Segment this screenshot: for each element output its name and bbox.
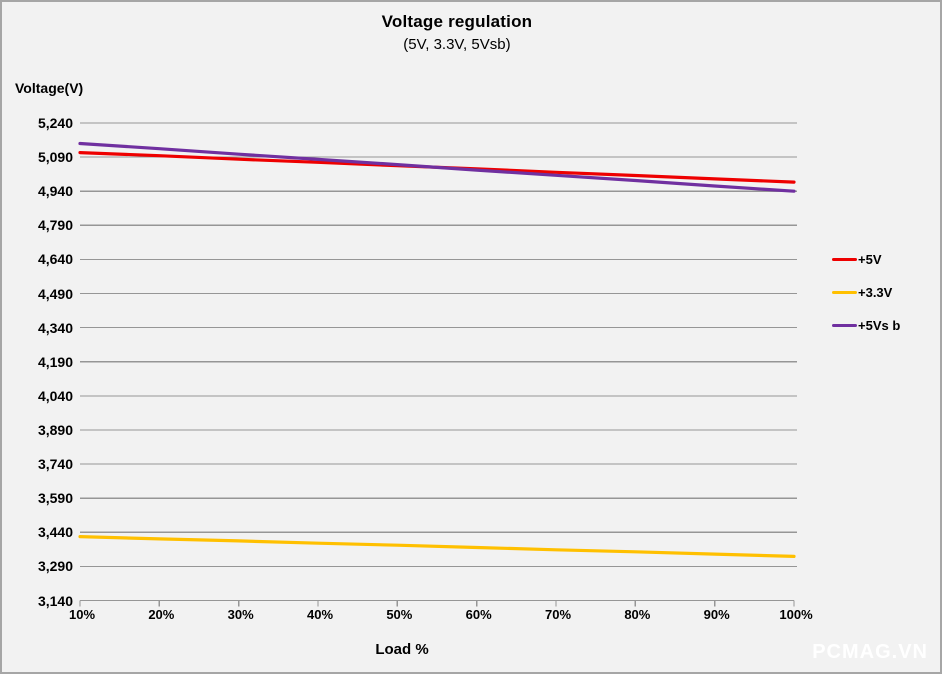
x-tick-label: 60% <box>465 607 492 622</box>
series-line-+3.3V <box>78 534 796 559</box>
legend-swatch-icon <box>832 291 857 294</box>
y-axis-title: Voltage(V) <box>15 80 84 96</box>
x-tick-label: 90% <box>703 607 730 622</box>
y-tick-label: 4,940 <box>37 183 73 200</box>
y-tick-label: 4,490 <box>37 285 73 302</box>
series-line-+5Vsb <box>78 141 796 193</box>
y-tick-label: 4,190 <box>37 353 73 370</box>
y-tick-label: 4,340 <box>37 319 73 336</box>
legend-item: +3.3V <box>832 276 900 309</box>
y-tick-label: 4,040 <box>37 387 73 404</box>
legend-item: +5Vs b <box>832 309 900 342</box>
x-tick-label: 20% <box>148 607 175 622</box>
watermark: PCMAG.VN <box>812 641 928 663</box>
x-tick-label: 100% <box>779 607 813 622</box>
legend: +5V +3.3V +5Vs b <box>832 243 900 342</box>
y-tick-label: 3,290 <box>37 558 73 575</box>
y-tick-label: 5,240 <box>37 115 73 131</box>
x-tick-label: 70% <box>544 607 572 622</box>
x-tick-label: 30% <box>227 607 254 622</box>
legend-label: +3.3V <box>858 285 893 300</box>
x-tick-label: 10% <box>68 607 96 622</box>
x-tick-label: 40% <box>306 607 334 622</box>
y-tick-label: 3,590 <box>37 490 73 507</box>
legend-item: +5V <box>832 243 900 276</box>
legend-label: +5Vs b <box>858 318 901 333</box>
y-tick-label: 5,090 <box>37 149 73 166</box>
x-tick-label: 50% <box>386 607 413 622</box>
y-tick-label: 3,140 <box>37 592 73 609</box>
chart-title: Voltage regulation <box>381 12 533 31</box>
chart-subtitle: (5V, 3.3V, 5Vsb) <box>403 36 511 53</box>
legend-swatch-icon <box>832 324 857 327</box>
y-tick-label: 4,640 <box>37 251 73 268</box>
y-tick-label: 3,740 <box>37 456 73 473</box>
x-axis-title: Load % <box>375 641 429 658</box>
y-tick-label: 4,790 <box>37 217 73 234</box>
y-tick-label: 3,440 <box>37 524 73 541</box>
y-tick-label: 3,890 <box>37 421 73 438</box>
x-tick-label: 80% <box>624 607 651 622</box>
legend-swatch-icon <box>832 258 857 261</box>
legend-label: +5V <box>858 252 882 267</box>
